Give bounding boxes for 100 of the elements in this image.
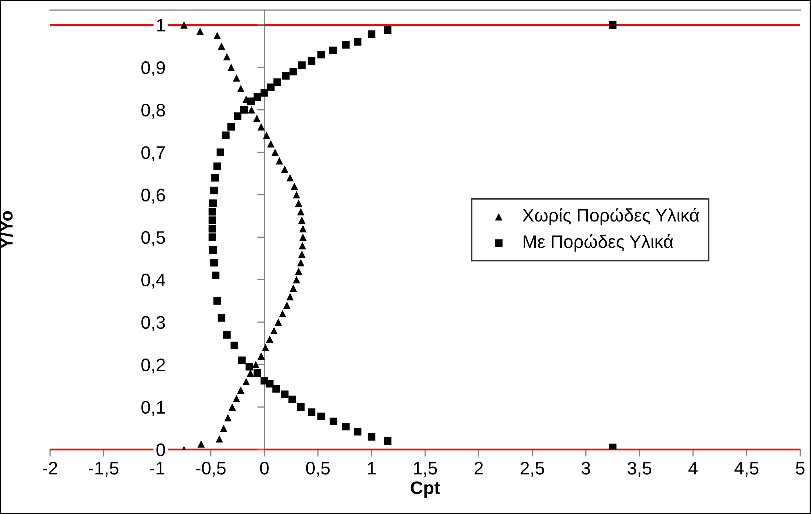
point xyxy=(318,412,326,420)
point xyxy=(272,148,280,156)
point xyxy=(228,123,236,131)
point xyxy=(228,404,236,411)
point xyxy=(266,380,274,388)
point xyxy=(218,42,226,50)
legend-label: Με Πορώδες Υλικά xyxy=(524,234,674,252)
point xyxy=(246,363,254,371)
point xyxy=(329,46,338,54)
point xyxy=(210,259,218,267)
y-tick-label: 0,8 xyxy=(142,104,166,119)
legend-label: Χωρίς Πορώδες Υλικά xyxy=(522,208,700,226)
point xyxy=(223,331,231,339)
point xyxy=(258,352,266,360)
point xyxy=(274,318,282,326)
x-tick-label: 2,5 xyxy=(520,462,544,477)
point xyxy=(270,327,278,335)
point xyxy=(298,250,306,258)
point xyxy=(298,62,306,70)
point xyxy=(293,276,300,284)
y-axis-title: Y/Yo xyxy=(0,211,14,250)
x-tick-label: 2 xyxy=(474,462,484,475)
y-tick-label: 0,2 xyxy=(142,358,166,374)
x-tick-label: 4,5 xyxy=(734,462,759,477)
point xyxy=(281,390,289,398)
point xyxy=(300,225,307,233)
y-tick-label: 0,6 xyxy=(142,188,166,204)
point xyxy=(223,53,231,61)
point xyxy=(368,433,376,441)
point xyxy=(210,186,218,195)
x-tick-label: -2 xyxy=(43,462,58,475)
point xyxy=(180,21,188,29)
point xyxy=(254,370,262,378)
point xyxy=(216,148,224,156)
point xyxy=(286,174,294,182)
x-tick-label: -1 xyxy=(150,462,165,475)
point xyxy=(609,21,617,29)
point xyxy=(214,32,222,40)
point xyxy=(281,166,289,174)
point xyxy=(276,157,284,165)
x-tick-label: 1,5 xyxy=(414,462,438,477)
point xyxy=(290,68,298,76)
point xyxy=(279,310,287,318)
point xyxy=(248,106,256,114)
point xyxy=(295,268,303,276)
x-tick-label: 1 xyxy=(368,462,376,475)
point xyxy=(266,336,274,344)
point xyxy=(384,437,392,446)
point xyxy=(368,30,376,38)
point xyxy=(224,414,232,422)
point xyxy=(274,78,282,86)
x-tick-label: 5 xyxy=(796,462,805,475)
y-tick-label: 0,3 xyxy=(142,316,166,332)
x-tick-label: -0,5 xyxy=(196,462,226,477)
y-tick-label: 1 xyxy=(157,19,166,32)
point xyxy=(267,140,275,148)
point xyxy=(209,200,217,208)
point xyxy=(212,272,220,280)
point xyxy=(283,302,291,310)
point xyxy=(240,106,248,114)
point xyxy=(214,297,222,305)
point xyxy=(208,234,216,242)
point xyxy=(252,361,260,368)
point xyxy=(297,403,305,412)
point xyxy=(272,385,280,393)
point xyxy=(198,440,206,448)
point xyxy=(216,435,224,443)
point xyxy=(247,98,256,106)
point xyxy=(233,74,240,82)
point xyxy=(260,89,268,97)
point xyxy=(209,246,217,254)
point xyxy=(308,57,316,66)
x-tick-label: 0 xyxy=(260,462,269,475)
point xyxy=(286,293,294,301)
point xyxy=(609,444,617,450)
point xyxy=(308,408,316,416)
point xyxy=(258,123,266,131)
point xyxy=(238,356,246,364)
point xyxy=(208,208,216,216)
point xyxy=(300,234,307,242)
point xyxy=(354,38,362,46)
y-tick-label: 0,9 xyxy=(142,62,166,76)
point xyxy=(208,225,216,233)
point xyxy=(234,112,242,120)
point xyxy=(230,342,238,350)
point xyxy=(290,182,298,190)
point xyxy=(253,114,261,122)
point xyxy=(228,64,236,72)
point xyxy=(262,344,270,352)
point xyxy=(298,216,306,224)
point xyxy=(247,370,254,377)
point xyxy=(282,72,290,80)
point xyxy=(212,174,220,182)
point xyxy=(288,396,296,404)
point xyxy=(196,28,204,36)
x-tick-label: 0,5 xyxy=(306,462,330,477)
y-tick-label: 0 xyxy=(156,444,166,456)
point xyxy=(290,284,298,292)
point xyxy=(237,85,245,93)
point xyxy=(318,51,326,59)
